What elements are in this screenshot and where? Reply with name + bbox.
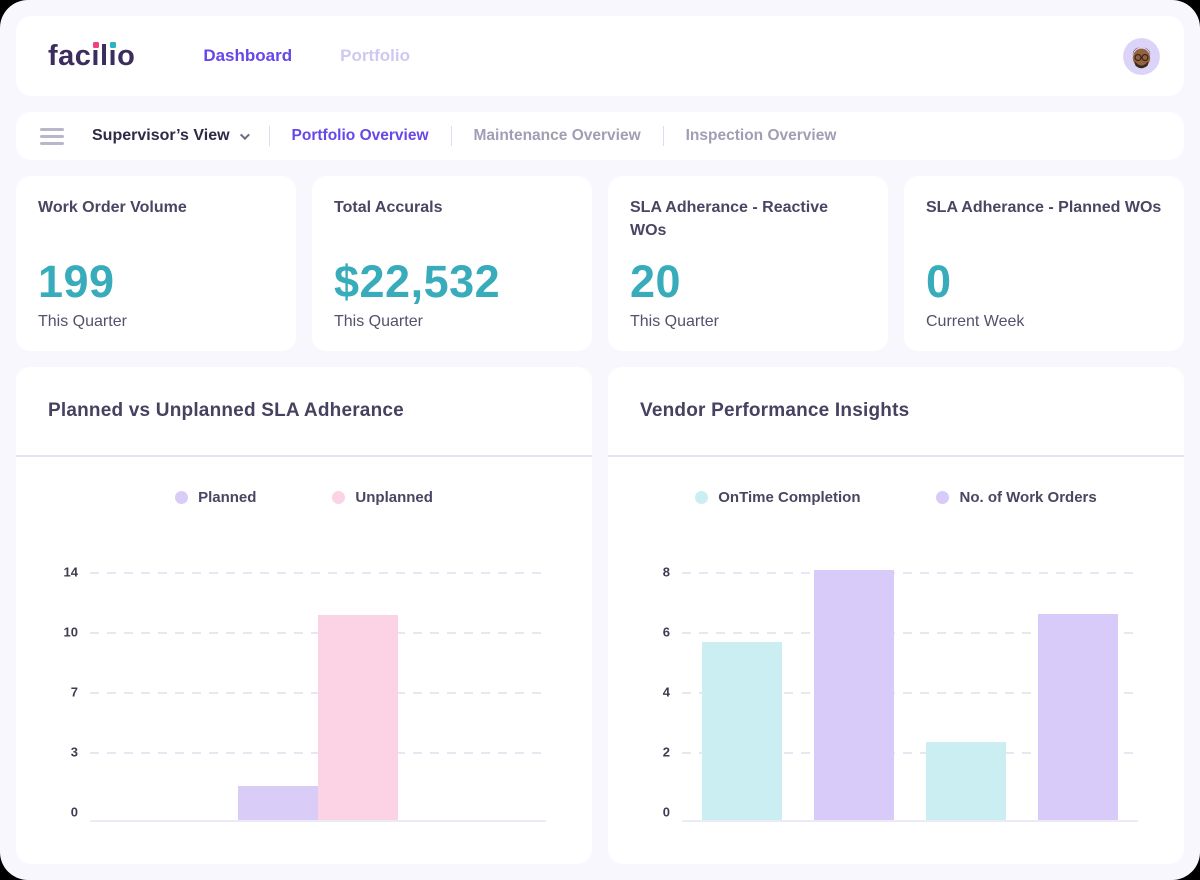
nav-portfolio[interactable]: Portfolio xyxy=(340,46,411,65)
bar-ontime-completion xyxy=(702,642,782,820)
legend-item-ontime-completion[interactable]: OnTime Completion xyxy=(695,489,860,506)
y-tick-label: 3 xyxy=(70,744,78,760)
kpi-period: This Quarter xyxy=(334,313,423,330)
kpi-value: 20 xyxy=(630,256,682,307)
bar-chart-plot: 14 10 7 3 0 xyxy=(64,565,546,822)
bar-planned xyxy=(238,786,318,820)
top-bar: fac ı l ı o Dashboard Portfolio xyxy=(16,16,1184,96)
bars xyxy=(682,570,1138,820)
chart-title: Vendor Performance Insights xyxy=(640,400,910,421)
gridline xyxy=(682,692,1138,694)
kpi-title: Work Order Volume xyxy=(38,199,187,216)
kpi-value: 199 xyxy=(38,256,115,307)
legend-dot-icon xyxy=(695,491,709,504)
chart-vendor-performance: Vendor Performance Insights OnTime Compl… xyxy=(608,367,1184,864)
kpi-period: This Quarter xyxy=(38,313,127,330)
kpi-title: SLA Adherance - Planned WOs xyxy=(926,199,1162,216)
legend-item-unplanned[interactable]: Unplanned xyxy=(332,489,433,506)
kpi-period: This Quarter xyxy=(630,313,719,330)
menu-icon[interactable] xyxy=(38,124,66,149)
user-avatar[interactable] xyxy=(1123,37,1160,75)
y-tick-label: 6 xyxy=(662,624,670,640)
logo-text: fac xyxy=(48,39,92,72)
charts-row: Planned vs Unplanned SLA Adherance Plann… xyxy=(16,367,1184,864)
kpi-title: SLA Adherance - Reactive WOs xyxy=(630,199,828,240)
bars xyxy=(90,572,546,820)
kpi-title: Total Accurals xyxy=(334,199,443,216)
bar-chart-plot: 8 6 4 2 0 xyxy=(663,565,1138,822)
kpi-card-total-accurals: Total Accurals $22,532 This Quarter xyxy=(312,176,592,351)
chart-header: Vendor Performance Insights xyxy=(608,367,1184,457)
kpi-row: Work Order Volume 199 This Quarter Total… xyxy=(16,176,1184,351)
chart-header: Planned vs Unplanned SLA Adherance xyxy=(16,367,592,457)
y-tick-label: 0 xyxy=(70,804,78,820)
legend-item-no-of-work-orders[interactable]: No. of Work Orders xyxy=(936,489,1097,506)
gridline xyxy=(682,752,1138,754)
nav-dashboard[interactable]: Dashboard xyxy=(203,46,293,65)
chart-legend: OnTime Completion No. of Work Orders xyxy=(608,489,1184,506)
legend-item-planned[interactable]: Planned xyxy=(175,489,256,506)
y-tick-label: 2 xyxy=(662,744,670,760)
main-nav: Dashboard Portfolio xyxy=(203,46,410,66)
divider xyxy=(450,126,452,146)
x-axis-line xyxy=(90,820,546,822)
legend-dot-icon xyxy=(936,491,950,504)
kpi-value: $22,532 xyxy=(334,256,501,307)
legend-dot-icon xyxy=(332,491,346,504)
divider xyxy=(662,126,664,146)
gridline xyxy=(682,632,1138,634)
y-tick-label: 10 xyxy=(63,624,78,640)
kpi-period: Current Week xyxy=(926,313,1025,330)
kpi-card-work-order-volume: Work Order Volume 199 This Quarter xyxy=(16,176,296,351)
facilio-logo: fac ı l ı o xyxy=(48,39,136,72)
view-selector[interactable]: Supervisor’s View xyxy=(92,127,250,145)
bar-ontime-completion xyxy=(926,742,1006,820)
chart-legend: Planned Unplanned xyxy=(16,489,592,506)
view-selector-label: Supervisor’s View xyxy=(92,127,230,144)
y-tick-label: 0 xyxy=(662,804,670,820)
bar-no-of-work-orders xyxy=(1038,614,1118,820)
memoji-avatar-icon xyxy=(1123,37,1160,75)
chart-title: Planned vs Unplanned SLA Adherance xyxy=(48,400,404,421)
chevron-down-icon xyxy=(239,129,250,140)
kpi-value: 0 xyxy=(926,256,952,307)
logo-dot-pink-icon: ı xyxy=(91,39,100,72)
y-tick-label: 7 xyxy=(70,684,78,700)
y-tick-label: 8 xyxy=(662,564,670,580)
tab-maintenance-overview[interactable]: Maintenance Overview xyxy=(473,127,641,144)
logo-dot-teal-icon: ı xyxy=(108,39,118,72)
divider xyxy=(268,126,270,146)
kpi-card-sla-reactive: SLA Adherance - Reactive WOs 20 This Qua… xyxy=(608,176,888,351)
y-axis-ticks: 8 6 4 2 0 xyxy=(632,565,670,822)
chart-planned-vs-unplanned: Planned vs Unplanned SLA Adherance Plann… xyxy=(16,367,592,864)
kpi-card-sla-planned: SLA Adherance - Planned WOs 0 Current We… xyxy=(904,176,1184,351)
legend-dot-icon xyxy=(175,491,189,504)
x-axis-line xyxy=(682,820,1138,822)
bar-unplanned xyxy=(318,615,398,820)
y-tick-label: 4 xyxy=(662,684,670,700)
view-toolbar: Supervisor’s View Portfolio Overview Mai… xyxy=(16,112,1184,160)
bar-no-of-work-orders xyxy=(814,570,894,820)
tab-inspection-overview[interactable]: Inspection Overview xyxy=(685,127,837,144)
y-tick-label: 14 xyxy=(63,564,78,580)
y-axis-ticks: 14 10 7 3 0 xyxy=(40,565,78,822)
gridline xyxy=(90,572,546,574)
tab-portfolio-overview[interactable]: Portfolio Overview xyxy=(291,127,429,144)
gridline xyxy=(682,572,1138,574)
